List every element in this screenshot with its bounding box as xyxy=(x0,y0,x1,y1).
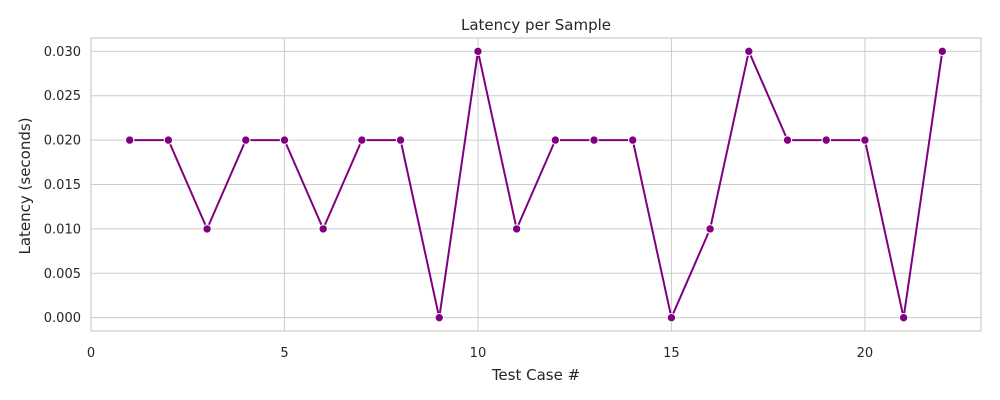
x-tick-label: 5 xyxy=(280,346,288,361)
grid xyxy=(90,38,981,331)
y-tick-label: 0.005 xyxy=(44,267,81,282)
data-point xyxy=(511,224,522,234)
data-point xyxy=(550,135,561,145)
data-point xyxy=(318,224,328,234)
data-point xyxy=(589,135,599,145)
x-tick-label: 15 xyxy=(663,346,680,361)
data-point xyxy=(124,135,135,145)
x-tick-label: 10 xyxy=(470,346,487,361)
data-point xyxy=(279,135,290,145)
data-point xyxy=(821,135,831,145)
data-point xyxy=(898,312,909,323)
data-point xyxy=(782,135,793,145)
data-point xyxy=(241,135,251,145)
data-point xyxy=(705,224,715,234)
y-tick-labels: 0.000 0.005 0.010 0.015 0.020 0.025 0.030 xyxy=(44,45,81,326)
data-point xyxy=(395,135,406,145)
data-point xyxy=(860,135,870,145)
data-point xyxy=(163,135,174,145)
data-point xyxy=(434,312,444,323)
data-point xyxy=(628,135,638,145)
y-tick-label: 0.030 xyxy=(44,45,81,60)
y-tick-label: 0.010 xyxy=(44,222,81,237)
x-tick-label: 20 xyxy=(857,346,874,361)
data-point xyxy=(666,312,677,323)
data-point xyxy=(744,46,754,57)
series-line xyxy=(129,50,944,319)
data-point xyxy=(357,135,367,145)
y-tick-label: 0.000 xyxy=(44,311,81,326)
chart-title: Latency per Sample xyxy=(461,16,611,34)
y-tick-label: 0.015 xyxy=(44,178,81,193)
y-tick-label: 0.025 xyxy=(44,89,81,104)
x-tick-labels: 0 5 10 15 20 xyxy=(87,346,873,361)
plot-frame xyxy=(90,37,982,332)
x-axis-label: Test Case # xyxy=(491,366,580,384)
data-point xyxy=(937,46,948,57)
y-axis-label: Latency (seconds) xyxy=(16,117,34,254)
x-tick-label: 0 xyxy=(87,346,95,361)
y-tick-label: 0.020 xyxy=(44,134,81,149)
series-layer xyxy=(124,46,948,323)
data-point xyxy=(202,224,212,234)
data-point xyxy=(473,46,483,57)
